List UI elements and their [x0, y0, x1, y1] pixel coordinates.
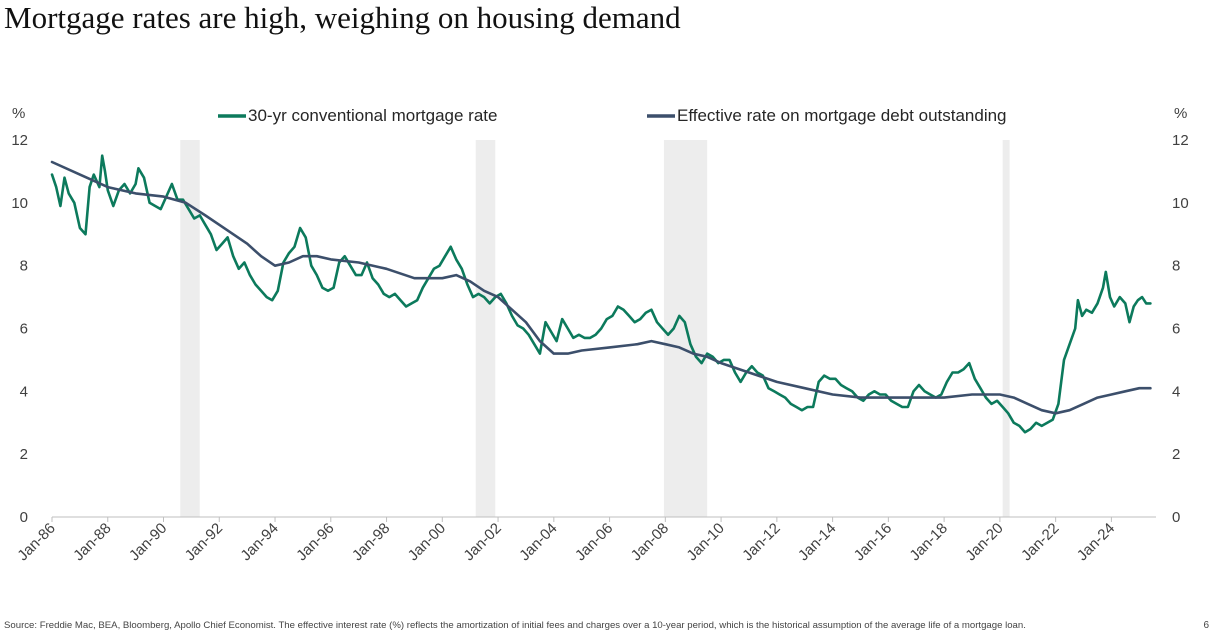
- x-tick-label: Jan-06: [572, 520, 616, 564]
- x-tick-label: Jan-98: [349, 520, 393, 564]
- x-tick-label: Jan-22: [1018, 520, 1062, 564]
- y-tick-label-right: 2: [1172, 446, 1180, 463]
- y-tick-label-left: 12: [11, 132, 28, 149]
- y-tick-label-left: 4: [20, 383, 28, 400]
- x-tick-label: Jan-18: [906, 520, 950, 564]
- source-note: Source: Freddie Mac, BEA, Bloomberg, Apo…: [4, 620, 1026, 631]
- y-tick-label-left: 0: [20, 509, 28, 526]
- x-tick-label: Jan-08: [628, 520, 672, 564]
- x-tick-label: Jan-10: [683, 520, 727, 564]
- x-tick-label: Jan-20: [962, 520, 1006, 564]
- x-tick-label: Jan-16: [851, 520, 895, 564]
- x-tick-label: Jan-02: [460, 520, 504, 564]
- page-number: 6: [1203, 620, 1209, 631]
- x-tick-label: Jan-86: [14, 520, 58, 564]
- x-tick-label: Jan-14: [795, 520, 839, 564]
- y-tick-label-left: 2: [20, 446, 28, 463]
- y-tick-label-right: 10: [1172, 195, 1189, 212]
- right-axis-unit: %: [1174, 105, 1187, 122]
- recession-band-0: [180, 140, 200, 517]
- series-line-effective-rate: [50, 160, 1152, 415]
- y-tick-label-right: 4: [1172, 383, 1180, 400]
- x-tick-label: Jan-12: [739, 520, 783, 564]
- line-chart: 0 0 2 2 4 4 6 6 8 8 10 10 12 12 Jan-86 Jan-88 Jan-90 Jan-…: [11, 105, 1189, 564]
- page-title: Mortgage rates are high, weighing on hou…: [4, 0, 681, 35]
- y-tick-label-right: 6: [1172, 321, 1180, 338]
- x-tick-label: Jan-04: [516, 520, 560, 564]
- recession-shading: [180, 140, 1010, 517]
- y-tick-label-right: 0: [1172, 509, 1180, 526]
- recession-band-3: [1002, 140, 1010, 517]
- y-tick-label-left: 8: [20, 258, 28, 275]
- x-tick-label: Jan-94: [237, 520, 281, 564]
- legend-label-mortgage-rate: 30-yr conventional mortgage rate: [248, 106, 497, 125]
- y-tick-label-left: 10: [11, 195, 28, 212]
- left-axis-unit: %: [12, 105, 25, 122]
- recession-band-1: [475, 140, 496, 517]
- x-tick-label: Jan-96: [293, 520, 337, 564]
- chart-legend: 30-yr conventional mortgage rate Effecti…: [218, 106, 1007, 125]
- series-line-mortgage-rate: [50, 154, 1152, 434]
- x-tick-label: Jan-00: [405, 520, 449, 564]
- x-tick-label: Jan-88: [70, 520, 114, 564]
- y-tick-label-right: 8: [1172, 258, 1180, 275]
- chart-series: [50, 154, 1152, 434]
- y-tick-label-left: 6: [20, 321, 28, 338]
- x-tick-label: Jan-24: [1074, 520, 1118, 564]
- legend-label-effective-rate: Effective rate on mortgage debt outstand…: [677, 106, 1007, 125]
- y-tick-label-right: 12: [1172, 132, 1189, 149]
- x-tick-label: Jan-92: [182, 520, 226, 564]
- x-tick-label: Jan-90: [126, 520, 170, 564]
